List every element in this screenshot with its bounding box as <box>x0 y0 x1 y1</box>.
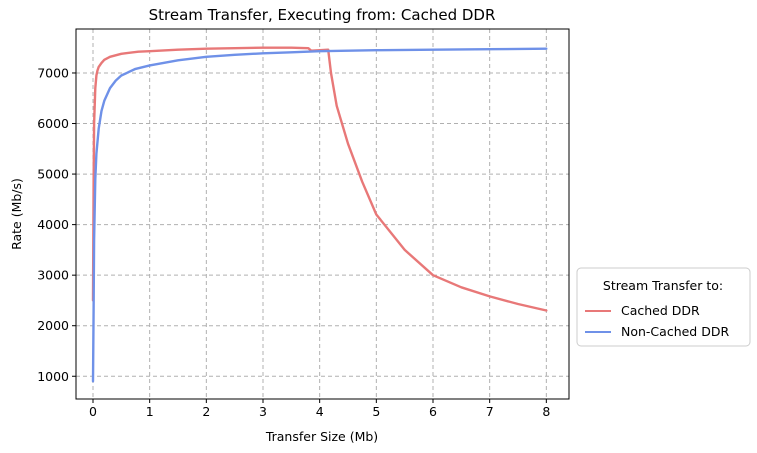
y-tick-label: 4000 <box>37 217 69 232</box>
x-tick-label: 5 <box>372 404 380 419</box>
x-tick-label: 7 <box>486 404 494 419</box>
x-tick-label: 6 <box>429 404 437 419</box>
series-line-non-cached-ddr <box>91 47 548 383</box>
series-line-cached-ddr <box>91 46 548 312</box>
legend-label-cached-ddr: Cached DDR <box>621 303 700 318</box>
y-tick-label: 3000 <box>37 268 69 283</box>
legend: Stream Transfer to: Cached DDR Non-Cache… <box>576 267 751 347</box>
y-tick-label: 7000 <box>37 65 69 80</box>
x-axis-label: Transfer Size (Mb) <box>265 429 378 444</box>
x-tick-label: 3 <box>259 404 267 419</box>
series-layer <box>91 46 548 383</box>
y-axis-ticks: 1000 2000 3000 4000 5000 6000 7000 <box>37 65 76 384</box>
y-tick-label: 5000 <box>37 167 69 182</box>
plot-frame <box>75 28 570 400</box>
x-tick-label: 2 <box>202 404 210 419</box>
x-tick-label: 4 <box>316 404 324 419</box>
legend-label-non-cached-ddr: Non-Cached DDR <box>621 324 729 339</box>
legend-title: Stream Transfer to: <box>603 278 723 293</box>
chart-title: Stream Transfer, Executing from: Cached … <box>149 6 496 24</box>
grid <box>76 29 569 399</box>
x-tick-label: 1 <box>146 404 154 419</box>
x-tick-label: 8 <box>542 404 550 419</box>
x-axis-ticks: 0 1 2 3 4 5 6 7 8 <box>89 399 550 419</box>
y-tick-label: 1000 <box>37 369 69 384</box>
legend-box <box>576 267 751 347</box>
y-tick-label: 2000 <box>37 318 69 333</box>
x-tick-label: 0 <box>89 404 97 419</box>
y-tick-label: 6000 <box>37 116 69 131</box>
y-axis-label: Rate (Mb/s) <box>9 178 24 250</box>
